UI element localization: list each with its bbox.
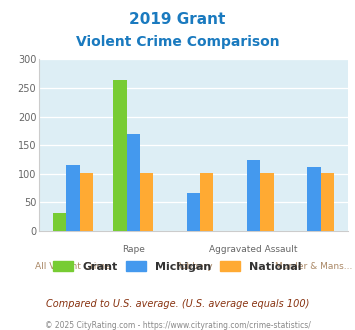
Text: 2019 Grant: 2019 Grant [129, 12, 226, 26]
Bar [187, 193, 200, 231]
Text: All Violent Crime: All Violent Crime [35, 262, 111, 271]
Bar [113, 80, 127, 231]
Text: Rape: Rape [122, 245, 144, 254]
Bar [321, 173, 334, 231]
Bar [260, 173, 274, 231]
Text: Aggravated Assault: Aggravated Assault [209, 245, 298, 254]
Text: Violent Crime Comparison: Violent Crime Comparison [76, 35, 279, 49]
Bar [66, 165, 80, 231]
Text: Robbery: Robbery [175, 262, 212, 271]
Bar [53, 213, 66, 231]
Bar [140, 173, 153, 231]
Text: © 2025 CityRating.com - https://www.cityrating.com/crime-statistics/: © 2025 CityRating.com - https://www.city… [45, 321, 310, 330]
Legend: Grant, Michigan, National: Grant, Michigan, National [49, 257, 306, 277]
Bar [200, 173, 213, 231]
Bar [80, 173, 93, 231]
Text: Compared to U.S. average. (U.S. average equals 100): Compared to U.S. average. (U.S. average … [46, 299, 309, 309]
Bar [307, 167, 321, 231]
Bar [127, 134, 140, 231]
Text: Murder & Mans...: Murder & Mans... [275, 262, 353, 271]
Bar [247, 160, 260, 231]
